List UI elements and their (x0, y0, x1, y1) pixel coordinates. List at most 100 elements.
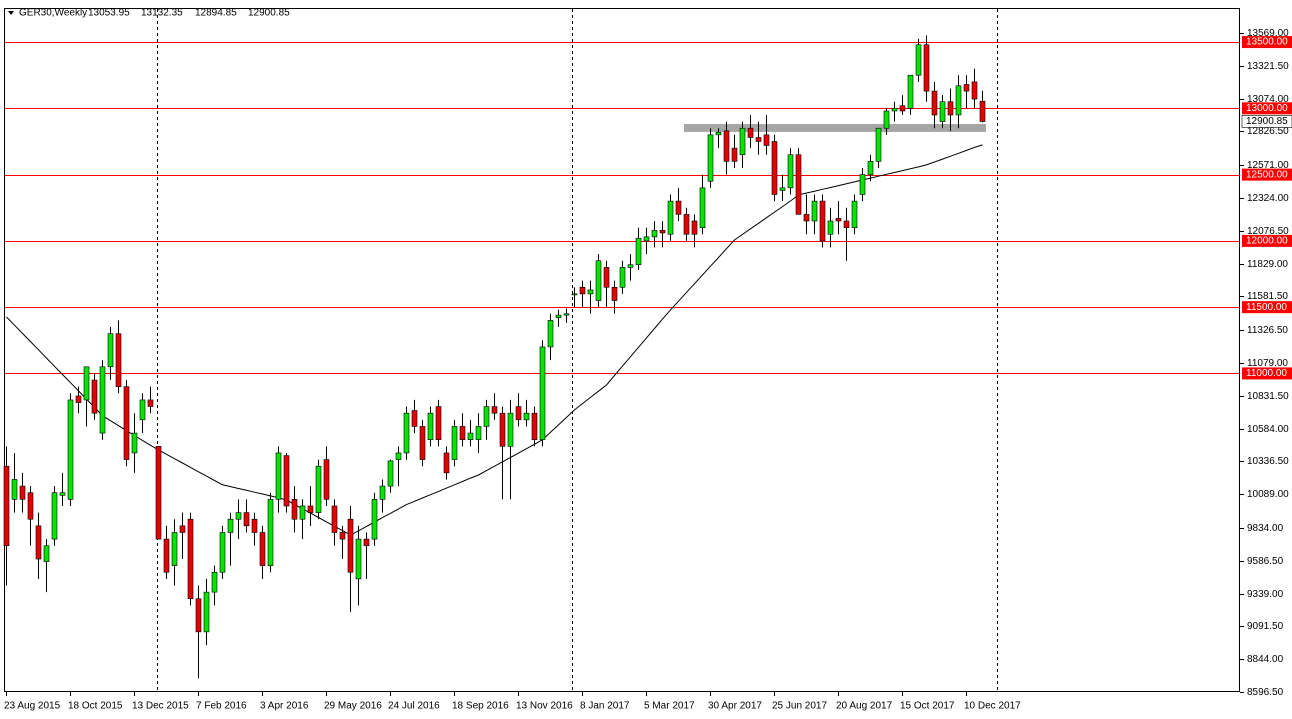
candle-body (467, 432, 474, 441)
candle-body (379, 485, 386, 500)
candle-body (443, 452, 450, 474)
candle-body (699, 187, 706, 228)
y-tick-label: 8596.50 (1247, 687, 1284, 698)
candle-body (43, 545, 50, 562)
candle-body (115, 333, 122, 387)
candle-body (859, 174, 866, 195)
candle-body (587, 289, 594, 295)
candle-body (419, 426, 426, 460)
candle-body (19, 485, 26, 500)
header-high: 13132.35 (141, 8, 183, 19)
candle-body (459, 426, 466, 441)
candle-body (979, 100, 986, 122)
y-tick-label: 10831.50 (1247, 391, 1289, 402)
candle-body (915, 44, 922, 76)
candle-body (275, 452, 282, 500)
candle-body (563, 313, 570, 316)
candle-body (283, 455, 290, 507)
x-tick-label: 20 Aug 2017 (836, 701, 893, 712)
x-tick-label: 13 Dec 2015 (132, 701, 189, 712)
candle-body (595, 260, 602, 301)
candle-body (411, 410, 418, 427)
x-tick-label: 7 Feb 2016 (196, 701, 247, 712)
x-tick-label: 8 Jan 2017 (580, 701, 630, 712)
y-tick-label: 11829.00 (1247, 259, 1288, 270)
candle-body (539, 346, 546, 441)
y-tick-label: 13321.50 (1247, 61, 1289, 72)
candle-body (435, 406, 442, 441)
y-tick-label: 10336.50 (1247, 456, 1289, 467)
candle-body (571, 293, 578, 296)
y-tick-label: 11581.50 (1247, 291, 1288, 302)
candle-body (195, 598, 202, 633)
y-tick-label: 9091.50 (1247, 621, 1284, 632)
y-tick-label: 13074.00 (1247, 94, 1289, 105)
candle-body (27, 492, 34, 520)
candle-body (547, 320, 554, 348)
candle-body (827, 220, 834, 235)
candle-body (3, 465, 10, 547)
y-tick-label: 12324.00 (1247, 193, 1289, 204)
level-label: 12000.00 (1246, 236, 1288, 247)
candle-body (787, 154, 794, 189)
candle-body (523, 412, 530, 421)
level-label-box (1242, 102, 1292, 115)
chart-title: GER30,Weekly (19, 8, 87, 19)
menu-arrow[interactable] (8, 11, 14, 15)
candle-body (499, 412, 506, 447)
candle-body (771, 141, 778, 195)
candle-body (155, 446, 162, 540)
candle-body (803, 214, 810, 222)
candle-body (691, 220, 698, 235)
candle-body (59, 492, 66, 496)
x-tick-label: 3 Apr 2016 (260, 701, 309, 712)
candle-body (675, 200, 682, 215)
header-close: 12900.85 (248, 8, 290, 19)
candle-body (611, 286, 618, 301)
level-label-box (1242, 36, 1292, 49)
y-tick-label: 12076.50 (1247, 226, 1289, 237)
candle-body (635, 237, 642, 266)
candle-body (683, 214, 690, 235)
candle-body (899, 105, 906, 112)
candle-body (307, 505, 314, 513)
candle-body (35, 525, 42, 560)
candle-body (187, 518, 194, 600)
candle-body (819, 200, 826, 242)
plot-frame (4, 8, 1240, 692)
candle-body (395, 452, 402, 460)
candle-body (835, 218, 842, 222)
candle-body (147, 399, 154, 407)
candle-body (387, 460, 394, 487)
candle-body (123, 386, 130, 460)
candle-body (211, 571, 218, 593)
candle-body (171, 532, 178, 566)
y-tick-label: 11326.50 (1247, 325, 1288, 336)
candle-body (11, 479, 18, 500)
header-low: 12894.85 (195, 8, 237, 19)
y-tick-label: 10584.00 (1247, 424, 1289, 435)
y-tick-label: 8844.00 (1247, 654, 1284, 665)
price-label: 12900.85 (1246, 116, 1288, 127)
candle-body (907, 74, 914, 109)
candle-body (267, 499, 274, 566)
candle-body (715, 131, 722, 136)
candle-body (51, 492, 58, 540)
candle-body (219, 532, 226, 573)
level-label: 12500.00 (1246, 169, 1288, 180)
candle-body (795, 154, 802, 215)
candle-body (323, 459, 330, 500)
candle-body (627, 264, 634, 268)
x-tick-label: 18 Oct 2015 (68, 701, 123, 712)
x-tick-label: 5 Mar 2017 (644, 701, 695, 712)
candle-body (203, 591, 210, 633)
level-label-box (1242, 301, 1292, 314)
candle-body (371, 499, 378, 540)
x-tick-label: 25 Jun 2017 (772, 701, 827, 712)
candle-body (299, 505, 306, 520)
candle-body (67, 399, 74, 500)
candle-body (731, 147, 738, 162)
candle-body (163, 538, 170, 573)
x-tick-label: 30 Apr 2017 (708, 701, 762, 712)
